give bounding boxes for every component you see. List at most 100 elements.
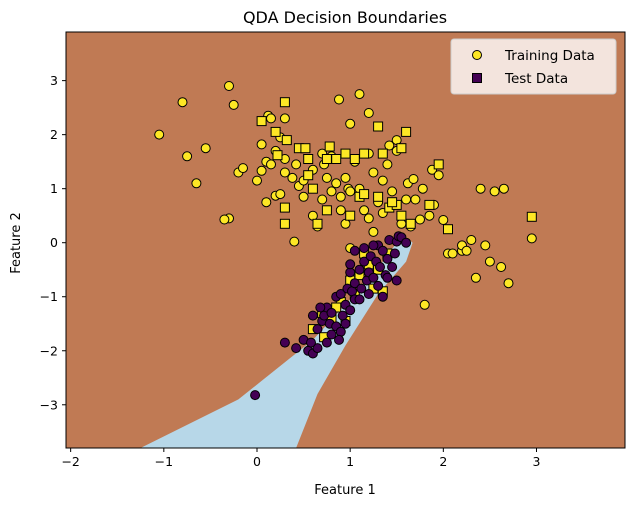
- training-point: [191, 178, 202, 189]
- plot-area: [66, 32, 625, 448]
- training-point-class-b: [368, 240, 379, 251]
- test-point: [279, 97, 290, 108]
- training-point: [340, 172, 351, 183]
- test-point: [433, 159, 444, 170]
- training-point: [289, 236, 300, 247]
- y-tick-label: 0: [50, 235, 58, 250]
- training-point: [461, 245, 472, 256]
- test-point: [373, 191, 384, 202]
- test-point: [272, 150, 283, 161]
- test-point: [405, 218, 416, 229]
- training-point-class-b: [359, 256, 370, 267]
- training-point: [335, 191, 346, 202]
- training-point: [447, 248, 458, 259]
- training-point-class-b: [306, 337, 316, 348]
- test-point: [312, 218, 323, 229]
- y-tick-label: −3: [40, 397, 58, 412]
- training-point-class-b: [391, 275, 402, 286]
- y-tick-label: 3: [50, 73, 58, 88]
- training-point: [321, 172, 332, 183]
- training-point-class-b: [307, 310, 318, 321]
- training-point-class-b: [315, 302, 326, 313]
- legend-test-label: Test Data: [504, 71, 568, 87]
- training-point-class-b: [368, 272, 379, 283]
- test-point: [279, 218, 290, 229]
- training-point-class-b: [250, 390, 261, 401]
- training-point-class-b: [375, 262, 385, 272]
- training-point: [498, 183, 509, 194]
- test-point: [443, 224, 453, 235]
- x-tick-label: 3: [533, 454, 541, 469]
- training-point-class-b: [354, 294, 365, 305]
- training-point: [275, 189, 286, 200]
- y-tick-label: 2: [50, 127, 58, 142]
- training-point-class-b: [387, 262, 398, 272]
- training-point: [368, 167, 379, 178]
- test-point: [396, 210, 407, 221]
- training-point: [154, 129, 165, 140]
- plot-frame: [65, 31, 626, 449]
- training-point: [480, 240, 491, 251]
- training-point-class-b: [356, 283, 367, 294]
- y-tick-label: −1: [40, 289, 58, 304]
- training-point: [415, 214, 425, 225]
- training-point: [224, 81, 234, 91]
- training-point: [387, 186, 398, 197]
- training-point: [266, 159, 276, 170]
- training-point: [377, 175, 388, 186]
- training-point-class-b: [349, 245, 360, 256]
- training-point-class-b: [326, 307, 337, 318]
- training-point: [228, 99, 239, 110]
- training-point: [331, 178, 342, 189]
- training-point: [219, 214, 230, 225]
- test-point: [321, 205, 332, 216]
- training-point: [438, 215, 449, 225]
- training-point-class-b: [279, 337, 290, 348]
- training-point-class-b: [312, 343, 323, 354]
- training-point: [279, 167, 290, 178]
- training-point: [410, 194, 421, 205]
- training-point: [466, 235, 477, 245]
- axis-ticks: −2 −1 0 1 2 3 −3 −2 −1 0 1 2 3: [40, 73, 541, 469]
- training-point-class-b: [321, 337, 332, 348]
- training-point: [408, 174, 419, 184]
- training-point: [484, 256, 495, 267]
- test-point: [324, 141, 335, 152]
- legend-frame: [450, 38, 617, 95]
- x-tick-label: −2: [61, 454, 79, 469]
- legend-test-marker: [472, 73, 482, 83]
- test-point: [345, 210, 356, 221]
- training-point: [256, 139, 267, 150]
- training-point: [238, 163, 248, 174]
- y-tick-label: −2: [40, 343, 58, 358]
- training-point: [177, 97, 188, 108]
- training-point: [200, 143, 211, 154]
- chart-title: QDA Decision Boundaries: [243, 8, 447, 27]
- training-point: [252, 175, 262, 186]
- training-point: [266, 113, 276, 124]
- training-point-class-b: [377, 245, 388, 256]
- training-point-class-b: [389, 248, 400, 259]
- training-point-class-b: [382, 272, 393, 283]
- training-point-class-b: [312, 324, 323, 335]
- training-point: [384, 140, 395, 151]
- training-point: [475, 183, 486, 194]
- training-point-class-b: [377, 291, 388, 302]
- test-point: [331, 154, 342, 164]
- training-point-class-b: [335, 289, 346, 299]
- training-point-class-b: [335, 326, 346, 337]
- test-point: [387, 197, 398, 208]
- training-point: [489, 186, 500, 197]
- training-point: [359, 205, 370, 216]
- test-point: [373, 121, 384, 132]
- training-point: [326, 186, 337, 197]
- training-point: [334, 94, 344, 105]
- training-point: [363, 108, 374, 118]
- x-tick-label: −1: [155, 454, 173, 469]
- training-point: [503, 278, 514, 289]
- test-point: [256, 116, 267, 127]
- training-point-class-b: [334, 334, 344, 345]
- test-point: [359, 148, 370, 159]
- training-point: [279, 113, 290, 124]
- training-point: [417, 183, 428, 194]
